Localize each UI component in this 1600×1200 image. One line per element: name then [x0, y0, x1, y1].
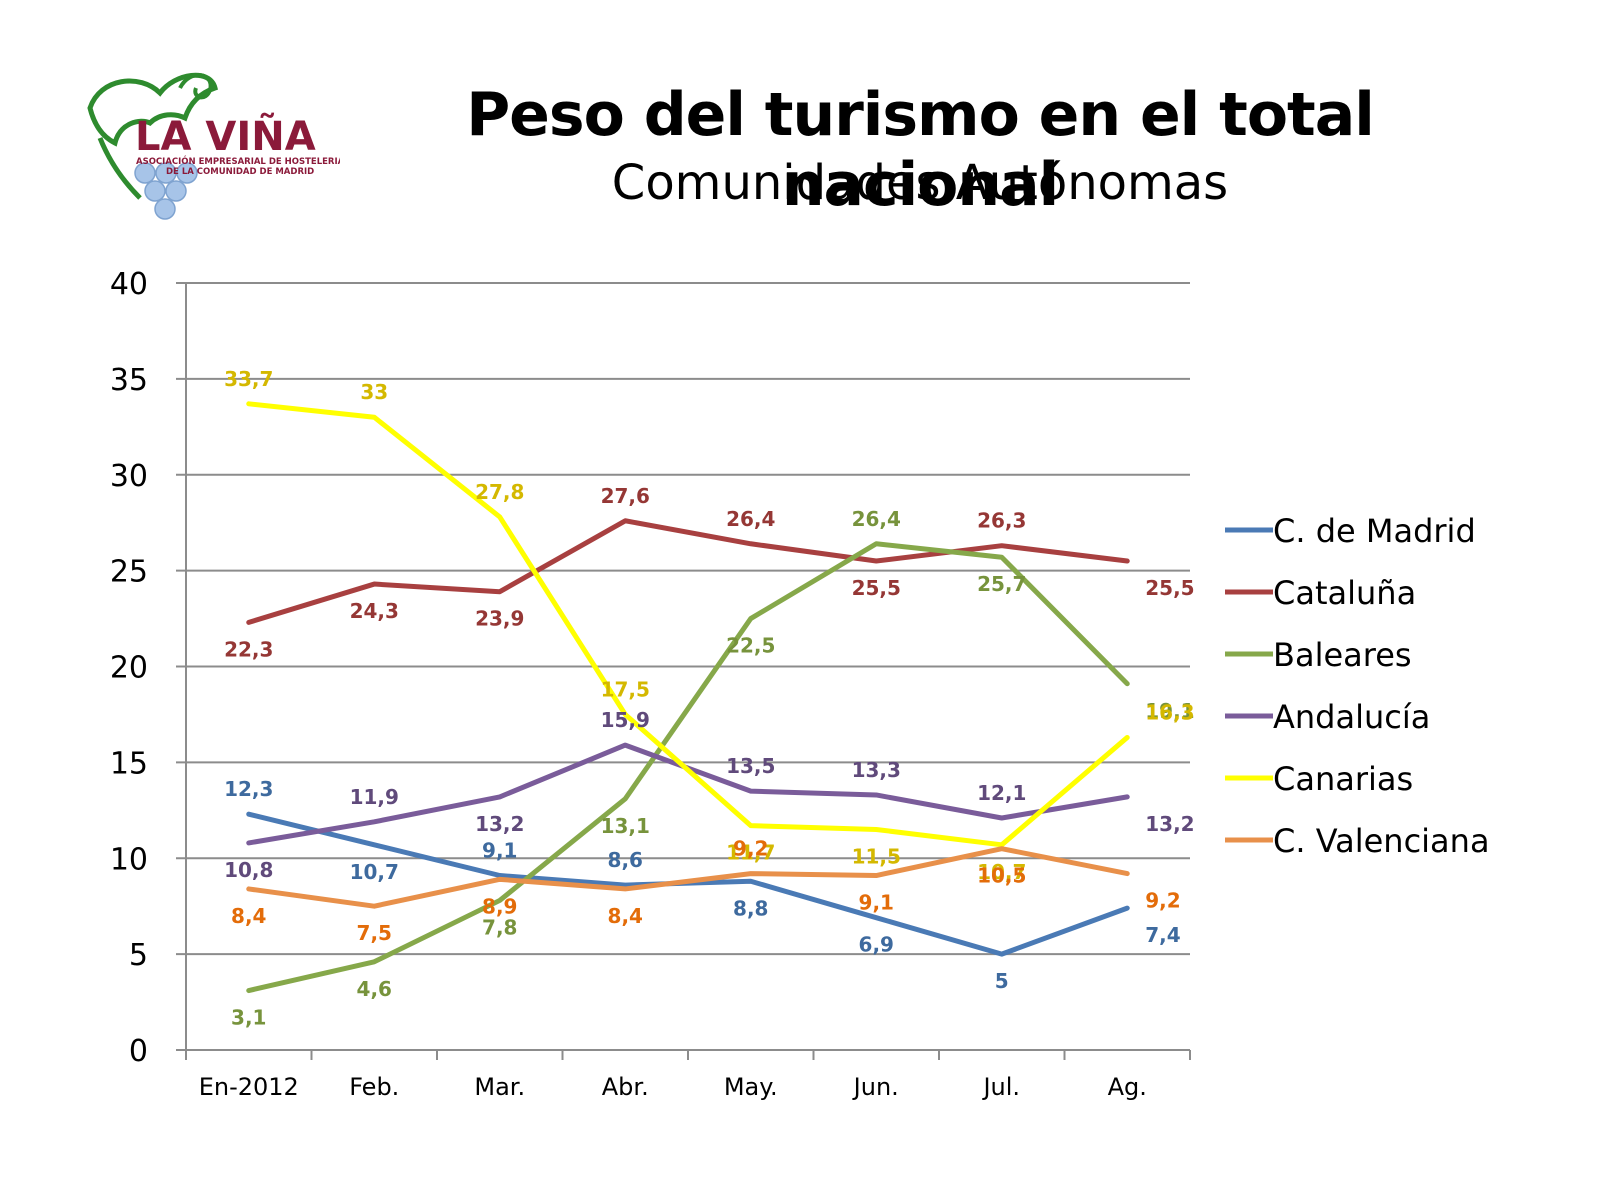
data-label: 10,5: [977, 864, 1026, 888]
x-tick-label: Abr.: [602, 1073, 649, 1101]
series-line: [246, 846, 1130, 909]
y-tick-label: 0: [129, 1034, 148, 1069]
data-label: 15,9: [601, 708, 650, 732]
y-tick-label: 20: [110, 651, 148, 686]
data-label: 12,3: [224, 777, 273, 801]
logo-tagline-1: ASOCIACIÓN EMPRESARIAL DE HOSTELERIA: [136, 155, 340, 167]
data-label: 9,2: [1145, 889, 1180, 913]
data-label: 11,5: [852, 844, 901, 868]
data-label: 10,7: [350, 860, 399, 884]
data-label: 33: [360, 380, 388, 404]
logo-name: LA VIÑA: [135, 112, 316, 160]
series-line: [246, 518, 1130, 625]
data-label: 10,7: [977, 860, 1026, 884]
data-label: 33,7: [224, 367, 273, 391]
x-tick-label: Ag.: [1108, 1073, 1147, 1101]
y-tick-label: 35: [110, 363, 148, 398]
data-labels: 12,3 10,7 9,1 8,6 8,8 6,9 5 7,4 22,3 24,3 23,9 27,6…: [224, 367, 1195, 1030]
y-tick-label: 30: [110, 459, 148, 494]
data-label: 10,8: [224, 858, 273, 882]
chart-title: Peso del turismo en el total nacional: [466, 80, 1375, 220]
data-label: 3,1: [231, 1006, 266, 1030]
data-label: 7,5: [357, 921, 392, 945]
y-tick-label: 10: [110, 842, 148, 877]
data-label: 24,3: [350, 599, 399, 623]
data-label: 13,3: [852, 758, 901, 782]
legend-entry: Baleares: [1273, 636, 1412, 674]
y-tick-label: 25: [110, 555, 148, 590]
data-label: 13,1: [601, 814, 650, 838]
data-label: 26,4: [726, 507, 775, 531]
data-label: 22,5: [726, 634, 775, 658]
data-label: 25,5: [1145, 576, 1194, 600]
x-tick-label: Jul.: [981, 1073, 1020, 1101]
y-tick-label: 5: [129, 938, 148, 973]
data-label: 12,1: [977, 781, 1026, 805]
data-label: 11,7: [726, 841, 775, 865]
data-label: 27,8: [475, 480, 524, 504]
data-label: 17,5: [601, 677, 650, 701]
data-label: 13,2: [475, 812, 524, 836]
data-label: 8,8: [733, 896, 768, 920]
data-label: 25,5: [852, 576, 901, 600]
legend-entry: Canarias: [1273, 760, 1413, 798]
data-label: 11,9: [350, 785, 399, 809]
logo-tagline-2: DE LA COMUNIDAD DE MADRID: [166, 167, 314, 177]
grapes-icon: [134, 162, 198, 220]
data-label: 9,1: [482, 839, 517, 863]
data-label: 9,2: [733, 837, 768, 861]
chart-subtitle: Comunidades Autónomas: [611, 155, 1229, 211]
grid-lines: [186, 282, 1190, 956]
axes: 0 5 10 15 20 25 30 35 40 En-2012 Feb. Mar. Abr. May. J…: [110, 267, 1191, 1101]
data-label: 4,6: [357, 977, 392, 1001]
y-tick-label: 15: [110, 746, 148, 781]
data-label: 6,9: [859, 933, 894, 957]
x-tick-label: Mar.: [474, 1073, 525, 1101]
data-label: 16,3: [1145, 700, 1194, 724]
y-tick-label: 40: [110, 267, 148, 302]
data-label: 7,8: [482, 915, 517, 939]
x-tick-label: Jun.: [852, 1073, 899, 1101]
vine-tendril-icon: [178, 73, 213, 100]
data-label: 25,7: [977, 572, 1026, 596]
legend: C. de Madrid Cataluña Baleares Andalucía Can…: [1225, 512, 1490, 860]
data-label: 8,9: [482, 894, 517, 918]
series-line: [246, 401, 1130, 848]
legend-entry: Cataluña: [1273, 574, 1416, 612]
data-label: 26,4: [852, 507, 901, 531]
data-label: 9,1: [859, 891, 894, 915]
data-label: 8,6: [608, 848, 643, 872]
data-label: 22,3: [224, 637, 273, 661]
data-label: 26,3: [977, 509, 1026, 533]
la-vina-logo: LA VIÑA ASOCIACIÓN EMPRESARIAL DE HOSTEL…: [87, 72, 340, 220]
series-line: [246, 541, 1130, 994]
legend-entry: C. Valenciana: [1273, 822, 1490, 860]
x-tick-label: May.: [724, 1073, 778, 1101]
legend-entry: Andalucía: [1273, 698, 1430, 736]
x-tick-label: En-2012: [199, 1073, 299, 1101]
data-label: 13,5: [726, 754, 775, 778]
vine-leaf-icon: [87, 72, 218, 147]
data-label: 19,1: [1145, 699, 1194, 723]
data-label: 5: [995, 969, 1009, 993]
data-label: 8,4: [608, 904, 643, 928]
x-tick-label: Feb.: [349, 1073, 399, 1101]
data-label: 13,2: [1145, 812, 1194, 836]
data-label: 23,9: [475, 607, 524, 631]
legend-entry: C. de Madrid: [1273, 512, 1476, 550]
data-label: 8,4: [231, 904, 266, 928]
data-label: 27,6: [601, 484, 650, 508]
data-label: 7,4: [1145, 923, 1180, 947]
series-lines: [246, 401, 1130, 994]
